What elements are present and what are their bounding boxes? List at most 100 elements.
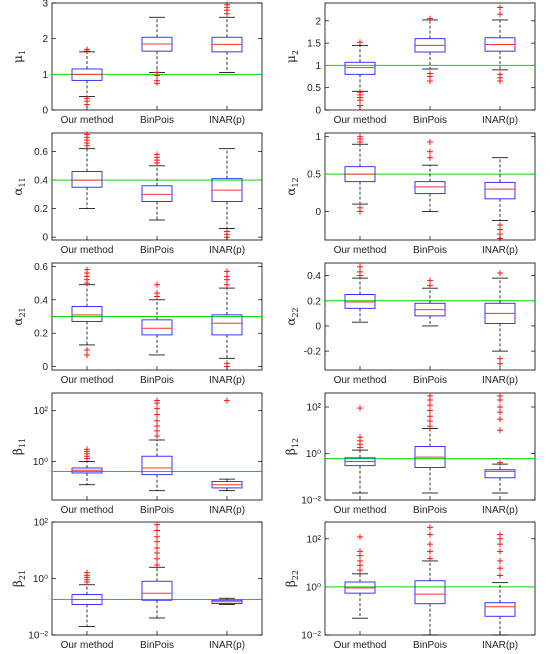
x-category-label: BinPois [140,505,174,516]
box-3 [211,597,243,605]
outlier-marker [84,446,90,453]
chart-panel-5: 0 0.2 0.4 0.6 α21 Our method BinPois INAR(p) [11,262,263,386]
y-tick-label: 0.2 [34,329,48,340]
outlier-marker [427,555,433,562]
outlier-marker [357,133,363,140]
outlier-marker [427,78,433,85]
outlier-marker [224,268,230,275]
outlier-marker [497,427,503,434]
outlier-marker [497,531,503,538]
outlier-marker [427,282,433,289]
chart-panel-7: 10⁰ 10² β11 Our method BinPois INAR(p) [11,392,263,516]
box-iqr [414,181,446,195]
y-tick-label: 10² [34,406,49,417]
y-axis-label: α21 [11,307,27,325]
y-tick-label: 10⁻² [301,496,321,507]
x-category-label: Our method [61,505,114,516]
box-iqr [484,181,516,200]
outlier-marker [154,411,160,418]
chart-panel-8: 10⁻² 10⁰ 10² β12 Our method BinPois INAR(p) [284,392,536,516]
box-3 [211,268,243,370]
outlier-marker [224,1,230,8]
outlier-marker [497,403,503,410]
x-category-label: BinPois [140,245,174,256]
outlier-marker [154,555,160,562]
x-category-label: BinPois [413,115,447,126]
box-iqr [141,319,173,336]
outlier-marker [497,392,503,399]
box-2 [141,281,173,356]
box-3 [211,1,243,73]
outlier-marker [427,524,433,531]
box-3 [484,531,516,636]
x-category-label: Our method [61,115,114,126]
outlier-marker [154,77,160,84]
y-tick-label: 1.5 [307,39,321,50]
box-iqr [71,171,103,188]
outlier-marker [497,416,503,423]
box-iqr [344,294,376,309]
box-1 [344,133,376,215]
x-category-label: INAR(p) [209,375,245,386]
box-1 [71,569,103,627]
y-axis-label: β21 [11,570,27,587]
box-3 [211,397,243,492]
box-iqr [484,469,516,479]
outlier-marker [224,273,230,280]
outlier-marker [357,208,363,215]
x-category-label: Our method [61,375,114,386]
outlier-marker [357,405,363,412]
outlier-marker [497,270,503,277]
y-tick-label: 0 [42,233,48,244]
x-category-label: Our method [334,115,387,126]
box-2 [141,397,173,492]
outlier-marker [357,548,363,555]
x-category-label: Our method [61,640,114,651]
outlier-marker [154,527,160,534]
box-1 [71,266,103,358]
outlier-marker [427,15,433,22]
y-tick-label: 10⁰ [33,457,48,468]
y-tick-label: 1 [42,70,48,81]
box-iqr [141,185,173,202]
y-tick-label: 0.2 [307,296,321,307]
y-tick-label: 0 [42,106,48,117]
outlier-marker [497,409,503,416]
y-tick-label: 0 [315,321,321,332]
outlier-marker [427,154,433,161]
y-tick-label: 0.5 [307,170,321,181]
y-tick-label: 10⁰ [33,574,48,585]
outlier-marker [357,268,363,275]
box-iqr [141,580,173,601]
y-tick-label: 0 [42,362,48,373]
y-axis-label: μ2 [284,50,300,63]
outlier-marker [497,360,503,367]
y-tick-label: 0.4 [34,176,48,187]
outlier-marker [357,434,363,441]
x-category-label: BinPois [140,115,174,126]
box-1 [71,46,103,108]
box-iqr [71,306,103,322]
y-tick-label: 10⁻² [28,631,48,642]
y-tick-label: 10⁻² [301,631,321,642]
x-category-label: BinPois [140,640,174,651]
x-category-label: Our method [334,375,387,386]
chart-panel-9: 10⁻² 10⁰ 10² β21 Our method BinPois INAR(p) [11,518,263,651]
y-tick-label: 2 [315,16,321,27]
x-category-label: Our method [334,505,387,516]
outlier-marker [154,433,160,440]
y-tick-label: 3 [42,0,48,10]
x-category-label: INAR(p) [209,640,245,651]
y-tick-label: 10⁰ [306,449,321,460]
outlier-marker [84,351,90,358]
chart-panel-4: 0 0.5 1 α12 Our method BinPois INAR(p) [284,132,536,256]
x-category-label: INAR(p) [209,505,245,516]
x-category-label: BinPois [413,245,447,256]
x-category-label: BinPois [140,375,174,386]
y-tick-label: 0.5 [307,83,321,94]
y-tick-label: 1 [315,132,321,143]
box-2 [414,392,446,494]
outlier-marker [497,11,503,18]
outlier-marker [154,405,160,412]
y-axis-label: β12 [284,438,300,455]
